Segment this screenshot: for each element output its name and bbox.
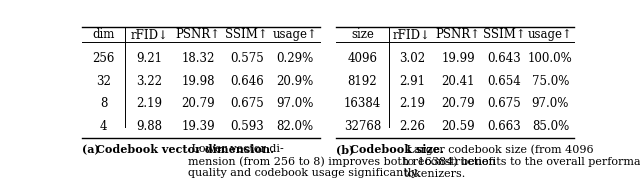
Text: 75.0%: 75.0%	[532, 74, 569, 88]
Text: 8192: 8192	[348, 74, 378, 88]
Text: 97.0%: 97.0%	[276, 98, 314, 110]
Text: 85.0%: 85.0%	[532, 120, 569, 133]
Text: 82.0%: 82.0%	[276, 120, 314, 133]
Text: SSIM↑: SSIM↑	[225, 28, 268, 41]
Text: 2.26: 2.26	[399, 120, 425, 133]
Text: 4: 4	[100, 120, 108, 133]
Text: PSNR↑: PSNR↑	[175, 28, 221, 41]
Text: 19.99: 19.99	[441, 52, 475, 65]
Text: 16384: 16384	[344, 98, 381, 110]
Text: 9.88: 9.88	[136, 120, 163, 133]
Text: rFID↓: rFID↓	[393, 28, 431, 41]
Text: 8: 8	[100, 98, 108, 110]
Text: 9.21: 9.21	[136, 52, 163, 65]
Text: 32: 32	[97, 74, 111, 88]
Text: usage↑: usage↑	[273, 28, 317, 41]
Text: 2.19: 2.19	[399, 98, 425, 110]
Text: 0.643: 0.643	[487, 52, 521, 65]
Text: 0.663: 0.663	[487, 120, 521, 133]
Text: 0.675: 0.675	[230, 98, 264, 110]
Text: 0.575: 0.575	[230, 52, 264, 65]
Text: 3.22: 3.22	[136, 74, 163, 88]
Text: usage↑: usage↑	[528, 28, 573, 41]
Text: 20.79: 20.79	[441, 98, 475, 110]
Text: 0.654: 0.654	[487, 74, 521, 88]
Text: dim: dim	[93, 28, 115, 41]
Text: PSNR↑: PSNR↑	[435, 28, 481, 41]
Text: size: size	[351, 28, 374, 41]
Text: 97.0%: 97.0%	[532, 98, 569, 110]
Text: 0.593: 0.593	[230, 120, 264, 133]
Text: 0.675: 0.675	[487, 98, 521, 110]
Text: Lower vector di-
mension (from 256 to 8) improves both reconstruction
quality an: Lower vector di- mension (from 256 to 8)…	[188, 144, 496, 178]
Text: 32768: 32768	[344, 120, 381, 133]
Text: Codebook vector dimension.: Codebook vector dimension.	[97, 144, 275, 155]
Text: 20.9%: 20.9%	[276, 74, 314, 88]
Text: 0.29%: 0.29%	[276, 52, 314, 65]
Text: 2.19: 2.19	[136, 98, 163, 110]
Text: Larger codebook size (from 4096
to 16384) benefits to the overall performance of: Larger codebook size (from 4096 to 16384…	[403, 144, 640, 179]
Text: 0.646: 0.646	[230, 74, 264, 88]
Text: 20.79: 20.79	[181, 98, 215, 110]
Text: 19.98: 19.98	[181, 74, 215, 88]
Text: (b): (b)	[337, 144, 358, 155]
Text: 18.32: 18.32	[181, 52, 215, 65]
Text: 20.59: 20.59	[441, 120, 475, 133]
Text: 3.02: 3.02	[399, 52, 425, 65]
Text: Codebook size.: Codebook size.	[350, 144, 444, 155]
Text: 100.0%: 100.0%	[528, 52, 573, 65]
Text: (a): (a)	[83, 144, 104, 155]
Text: SSIM↑: SSIM↑	[483, 28, 525, 41]
Text: rFID↓: rFID↓	[131, 28, 168, 41]
Text: 256: 256	[93, 52, 115, 65]
Text: 20.41: 20.41	[441, 74, 475, 88]
Text: 2.91: 2.91	[399, 74, 425, 88]
Text: 19.39: 19.39	[181, 120, 215, 133]
Text: 4096: 4096	[348, 52, 378, 65]
